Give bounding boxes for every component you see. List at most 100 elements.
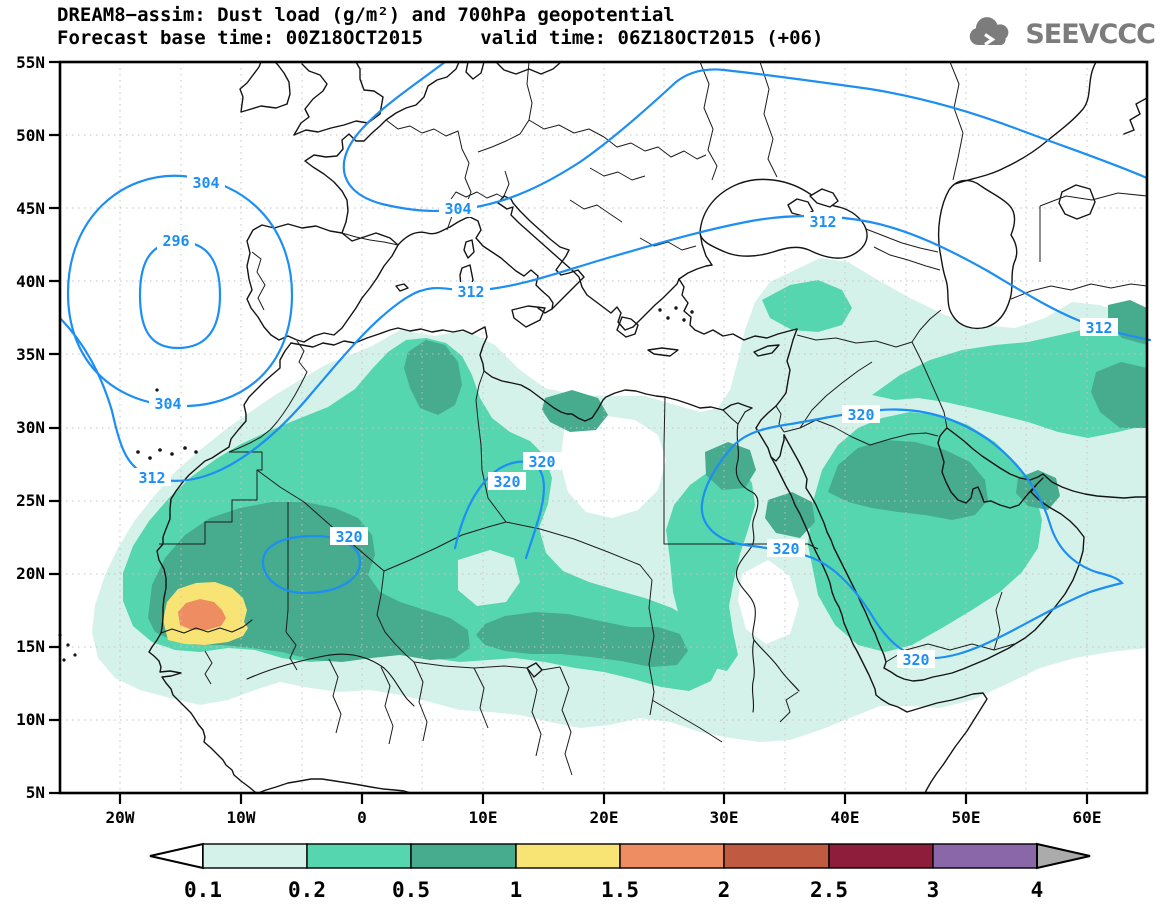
- colorbar-tick-label: 1.5: [601, 878, 639, 902]
- dust-shading-level-1.5: [178, 599, 226, 630]
- contour-label: 320: [842, 405, 880, 424]
- lat-tick-label: 10N: [16, 710, 45, 729]
- coast-ireland-east: [274, 61, 291, 105]
- lon-tick-label: 0: [357, 808, 367, 827]
- lon-axis-labels: 20W 10W 0 10E 20E 30E 40E 50E 60E: [106, 808, 1102, 827]
- dust-shading-light-patches: [458, 550, 520, 606]
- cloud-shape: [970, 17, 1009, 45]
- lat-tick-label: 50N: [16, 126, 45, 145]
- colorbar-tick-label: 0.1: [184, 878, 222, 902]
- lon-tick-label: 20E: [590, 808, 619, 827]
- seevccc-logo: SEEVCCC: [965, 16, 1156, 52]
- coast-denmark: [465, 61, 485, 80]
- coast-baltic: [495, 61, 562, 75]
- coast-britain: [293, 61, 384, 136]
- svg-text:304: 304: [192, 174, 219, 192]
- title-block: DREAM8−assim: Dust load (g/m²) and 700hP…: [57, 4, 823, 50]
- contour-label: 304: [149, 394, 187, 413]
- colorbar-tick-label: 2.5: [810, 878, 848, 902]
- coast-balkans: [497, 202, 634, 331]
- contour-label: 320: [767, 539, 805, 558]
- colorbar-tick-label: 4: [1031, 878, 1044, 902]
- contour-296-low: [138, 240, 222, 350]
- svg-text:296: 296: [162, 232, 189, 250]
- svg-text:304: 304: [444, 200, 471, 218]
- island-corsica: [463, 239, 475, 259]
- river-ural: [1123, 97, 1148, 135]
- svg-text:320: 320: [493, 473, 520, 491]
- coast-africa-med: [290, 326, 753, 422]
- lon-tick-label: 60E: [1073, 808, 1102, 827]
- lon-tick-label: 30E: [710, 808, 739, 827]
- coast-caspian-sea: [937, 179, 1018, 330]
- svg-text:320: 320: [847, 406, 874, 424]
- river-niger: [246, 653, 415, 707]
- contour-label: 320: [523, 452, 561, 471]
- logo-text: SEEVCCC: [1025, 18, 1156, 50]
- colorbar-tick-label: 1: [510, 878, 523, 902]
- colorbar-cell: [306, 843, 412, 869]
- coast-iberia: [246, 223, 399, 343]
- lon-tick-label: 20W: [106, 808, 135, 827]
- svg-text:312: 312: [138, 469, 165, 487]
- svg-text:320: 320: [528, 453, 555, 471]
- coast-marmara: [678, 264, 713, 280]
- colorbar-tick-label: 0.5: [392, 878, 430, 902]
- lat-axis-labels: 55N 50N 45N 40N 35N 30N 25N 20N 15N 10N …: [16, 53, 45, 802]
- coast-sinai: [755, 405, 785, 462]
- lat-tick-label: 40N: [16, 272, 45, 291]
- coast-arabia: [783, 427, 1085, 682]
- colorbar-cell: [410, 843, 517, 869]
- contour-label: 312: [1080, 318, 1118, 337]
- island-crete: [647, 347, 679, 357]
- colorbar-tick-label: 3: [927, 878, 940, 902]
- colorbar-under-arrow: [149, 842, 204, 870]
- contour-label: 320: [330, 527, 368, 546]
- lat-tick-label: 45N: [16, 199, 45, 218]
- svg-text:312: 312: [1085, 319, 1112, 337]
- coast-turkey-west: [678, 278, 798, 341]
- coast-azov-sea: [809, 188, 839, 208]
- coast-peloponnese: [616, 316, 639, 338]
- lat-tick-label: 30N: [16, 418, 45, 437]
- svg-text:320: 320: [335, 528, 362, 546]
- coast-black-sea: [699, 178, 868, 259]
- svg-text:312: 312: [809, 213, 836, 231]
- coastlines: [148, 61, 1148, 794]
- coast-france-med: [397, 226, 451, 246]
- coast-italy-east: [497, 195, 585, 310]
- lon-tick-label: 40E: [831, 808, 860, 827]
- island-sicily: [511, 305, 546, 328]
- chart-subtitle: Forecast base time: 00Z18OCT2015 valid t…: [57, 27, 824, 49]
- coast-red-sea-africa: [755, 427, 988, 794]
- coast-blacksea-west: [699, 231, 713, 266]
- lat-tick-label: 35N: [16, 345, 45, 364]
- colorbar-cell: [932, 843, 1038, 869]
- coast-west-africa: [148, 342, 292, 794]
- colorbar-tick-label: 2: [718, 878, 731, 902]
- colorbar-labels: 0.1 0.2 0.5 1 1.5 2 2.5 3 4: [184, 878, 1043, 902]
- chevron-right-icon: [984, 33, 996, 46]
- contour-label: 304: [187, 173, 225, 192]
- coast-aegean: [632, 278, 680, 328]
- colorbar-cell: [619, 843, 725, 869]
- contour-label: 320: [897, 650, 935, 669]
- cloud-logo-icon: [970, 17, 1009, 46]
- island-balearics: [395, 283, 409, 292]
- lat-tick-label: 20N: [16, 564, 45, 583]
- river-senegal: [160, 619, 253, 634]
- coast-britain-west: [293, 63, 328, 136]
- contour-320-mali: [261, 534, 362, 595]
- coast-levant: [775, 328, 798, 407]
- coast-crimea: [787, 198, 814, 217]
- coast-italy-west: [449, 216, 554, 314]
- lat-tick-label: 15N: [16, 637, 45, 656]
- svg-text:320: 320: [902, 651, 929, 669]
- lat-tick-label: 25N: [16, 491, 45, 510]
- river-nile: [722, 407, 800, 713]
- lon-tick-label: 10E: [469, 808, 498, 827]
- colorbar-tick-label: 0.2: [288, 878, 326, 902]
- lat-tick-label: 5N: [26, 783, 45, 802]
- svg-text:312: 312: [457, 283, 484, 301]
